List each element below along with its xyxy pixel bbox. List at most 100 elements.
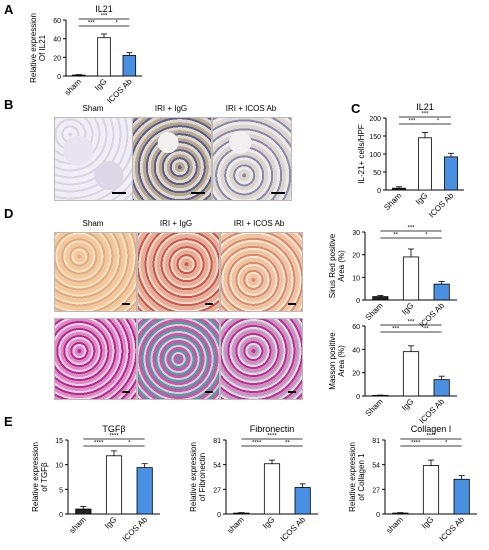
x-tick-label: Sham — [382, 191, 403, 212]
y-tick-label: 20 — [352, 253, 360, 260]
y-tick-label: 81 — [213, 438, 221, 445]
significance-label: *** — [100, 14, 108, 20]
chart-d1: 0 10 20 30 Sirus Red positiveArea (%) Sham IgG… — [328, 226, 457, 329]
bar — [402, 256, 420, 301]
x-tick-label: ICOS Ab — [105, 77, 134, 106]
scale-bar — [205, 391, 213, 393]
significance-label: * — [437, 119, 440, 125]
significance-label: ** — [285, 441, 290, 447]
y-tick-label: 5 — [59, 487, 63, 494]
y-tick-label: 10 — [352, 275, 360, 282]
x-tick-label: sham — [63, 77, 83, 97]
y-tick-label: 40 — [352, 347, 360, 354]
y-axis-label: Masson positiveArea (%) — [328, 332, 346, 390]
x-tick-label: IgG — [414, 191, 429, 206]
y-axis-label: IL-21+ cells/HPF — [357, 124, 366, 183]
micrograph-d-sirius-sham — [54, 232, 137, 312]
chart-title: IL21 — [416, 102, 434, 112]
y-tick-label: 27 — [213, 487, 221, 494]
bar — [372, 296, 389, 301]
micrograph-label-d-sham: Sham — [82, 219, 104, 228]
bar — [402, 351, 420, 397]
y-tick-label: 0 — [57, 74, 61, 81]
bar — [433, 283, 450, 301]
significance-label: **** — [411, 441, 421, 447]
bar — [136, 467, 153, 515]
micrograph-label-d-igg: IRI + IgG — [159, 219, 193, 228]
scale-bar — [205, 303, 213, 305]
scale-bar — [288, 303, 296, 305]
y-tick-label: 81 — [372, 438, 380, 445]
significance-label: * — [445, 441, 448, 447]
chart-title: IL21 — [95, 4, 113, 14]
bar — [294, 487, 311, 515]
significance-label: *** — [407, 320, 415, 326]
x-tick-label: IgG — [400, 301, 415, 316]
significance-label: * — [425, 233, 428, 239]
x-tick-label: ICOS Ab — [438, 515, 467, 544]
y-tick-label: 0 — [356, 394, 360, 401]
micrograph-b-igg — [132, 117, 212, 201]
chart-d2: 0 20 40 60 Masson positiveArea (%) Sham IgG ICO… — [328, 320, 457, 425]
micrograph-d-sirius-icos — [220, 232, 303, 312]
bar — [418, 137, 432, 191]
micrograph-label-b-icos: IRI + ICOS Ab — [225, 104, 277, 113]
scale-bar — [288, 391, 296, 393]
scale-bar — [271, 192, 285, 194]
y-tick-label: 200 — [369, 116, 381, 123]
bar — [263, 463, 281, 515]
bar — [422, 465, 440, 515]
y-tick-label: 0 — [356, 298, 360, 305]
y-tick-label: 40 — [53, 37, 61, 44]
x-tick-label: sham — [68, 515, 88, 535]
chart-e1: TGFβ 0 5 10 15 Relative expressionof TGFβ sham… — [31, 424, 160, 543]
y-tick-label: 15 — [55, 438, 63, 445]
bar — [372, 395, 389, 397]
micrograph-b-icos — [212, 117, 292, 201]
significance-label: ** — [424, 327, 429, 333]
bar — [105, 455, 123, 515]
significance-label: **** — [426, 434, 436, 440]
bar — [71, 74, 86, 77]
panel-letter-e: E — [4, 414, 13, 429]
y-tick-label: 27 — [372, 487, 380, 494]
x-tick-label: IgG — [261, 515, 276, 530]
micrograph-d-masson-igg — [137, 318, 220, 400]
micrograph-label-b-sham: Sham — [82, 104, 104, 113]
scale-bar — [122, 391, 130, 393]
x-tick-label: ICOS Ab — [427, 191, 456, 220]
y-tick-label: 10 — [55, 463, 63, 470]
y-tick-label: 100 — [369, 152, 381, 159]
chart-e2: Fibronectin 0 27 54 81 Relative expressionof … — [189, 424, 318, 543]
scale-bar — [112, 192, 126, 194]
x-tick-label: sham — [226, 515, 246, 535]
bar — [233, 512, 250, 515]
y-tick-label: 0 — [217, 512, 221, 519]
y-tick-label: 0 — [377, 188, 381, 195]
chart-title: TGFβ — [102, 424, 125, 434]
panel-letter-b: B — [4, 97, 14, 112]
chart-e3: Collagen I 0 27 54 81 Relative expressionof C… — [348, 424, 477, 543]
significance-label: *** — [392, 327, 400, 333]
y-tick-label: 60 — [53, 18, 61, 25]
significance-label: **** — [267, 434, 277, 440]
scale-bar — [191, 192, 205, 194]
y-tick-label: 54 — [372, 463, 380, 470]
y-tick-label: 150 — [369, 134, 381, 141]
y-tick-label: 54 — [213, 463, 221, 470]
x-tick-label: IgG — [400, 397, 415, 412]
y-tick-label: 60 — [352, 324, 360, 331]
micrograph-label-d-icos: IRI + ICOS Ab — [233, 219, 285, 228]
x-tick-label: ICOS Ab — [121, 515, 150, 544]
bar — [433, 379, 450, 397]
micrograph-d-sirius-igg — [137, 232, 220, 312]
y-axis-label: Relative expressionof TGFβ — [31, 442, 49, 512]
bar — [392, 187, 406, 191]
y-axis-label: Sirus Red positiveArea (%) — [328, 233, 346, 298]
significance-label: * — [128, 441, 131, 447]
micrograph-d-masson-sham — [54, 318, 137, 400]
x-tick-label: IgG — [93, 77, 108, 92]
y-tick-label: 30 — [352, 230, 360, 237]
